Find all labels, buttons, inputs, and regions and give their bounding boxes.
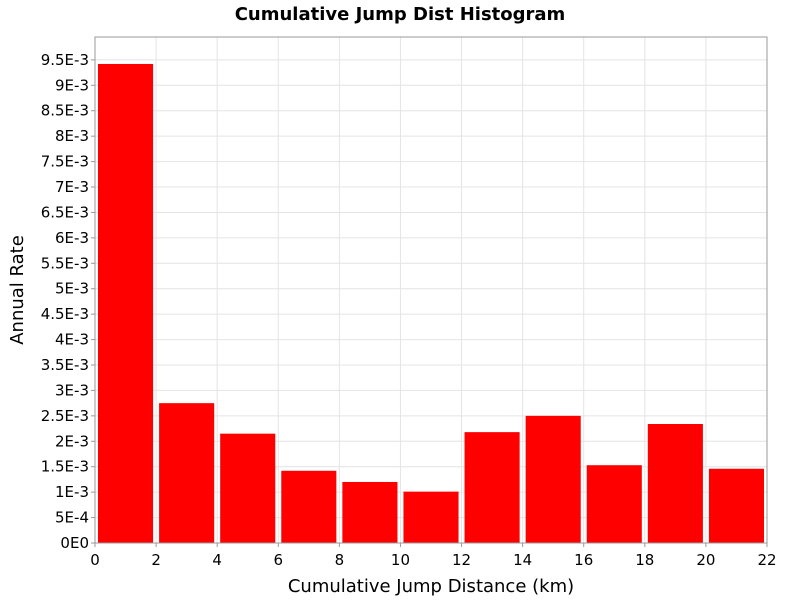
y-tick-label: 1.5E-3: [41, 458, 89, 476]
x-tick-label: 10: [391, 551, 410, 569]
y-tick-label: 5E-3: [55, 280, 89, 298]
histogram-bar: [98, 63, 154, 544]
x-tick-label: 20: [696, 551, 715, 569]
y-tick-label: 5E-4: [55, 509, 89, 527]
y-tick-label: 3E-3: [55, 381, 89, 399]
y-tick-label: 4E-3: [55, 331, 89, 349]
y-tick-label: 6E-3: [55, 229, 89, 247]
y-tick-label: 0E0: [60, 534, 89, 552]
x-tick-label: 2: [151, 551, 161, 569]
histogram-bar: [159, 403, 215, 543]
histogram-bar: [647, 424, 703, 543]
y-tick-label: 4.5E-3: [41, 305, 89, 323]
y-tick-label: 9E-3: [55, 76, 89, 94]
y-axis-label: Annual Rate: [7, 235, 28, 345]
x-tick-label: 6: [273, 551, 283, 569]
y-tick-label: 2E-3: [55, 432, 89, 450]
x-tick-label: 16: [574, 551, 593, 569]
x-axis-ticks: 0 2 4 6 8 10 12 14 16 18 20 22: [90, 543, 777, 569]
histogram-bar: [708, 468, 764, 543]
histogram-bar: [464, 432, 520, 543]
x-tick-label: 22: [757, 551, 776, 569]
y-tick-label: 8.5E-3: [41, 102, 89, 120]
histogram-bar: [220, 433, 276, 543]
chart-title: Cumulative Jump Dist Histogram: [235, 4, 566, 25]
x-tick-label: 14: [513, 551, 532, 569]
y-tick-label: 3.5E-3: [41, 356, 89, 374]
x-tick-label: 0: [90, 551, 100, 569]
y-tick-label: 9.5E-3: [41, 51, 89, 69]
y-tick-label: 1E-3: [55, 483, 89, 501]
y-tick-label: 7.5E-3: [41, 153, 89, 171]
y-axis-ticks: 0E0 5E-4 1E-3 1.5E-3 2E-3 2.5E-3 3E-3 3.5E-3 4E-…: [41, 51, 95, 552]
histogram-bar: [342, 481, 398, 543]
histogram-bar: [525, 415, 581, 543]
plot-area-border: [94, 36, 768, 544]
y-tick-label: 5.5E-3: [41, 254, 89, 272]
x-axis-label: Cumulative Jump Distance (km): [288, 576, 574, 597]
x-tick-label: 12: [452, 551, 471, 569]
histogram-bar: [403, 491, 459, 543]
x-tick-label: 18: [635, 551, 654, 569]
y-tick-label: 6.5E-3: [41, 203, 89, 221]
y-tick-label: 2.5E-3: [41, 407, 89, 425]
histogram-bar: [586, 465, 642, 543]
histogram-bar: [281, 470, 337, 543]
y-tick-label: 7E-3: [55, 178, 89, 196]
bars: [98, 63, 764, 544]
x-tick-label: 8: [335, 551, 345, 569]
y-tick-label: 8E-3: [55, 127, 89, 145]
x-tick-label: 4: [212, 551, 222, 569]
